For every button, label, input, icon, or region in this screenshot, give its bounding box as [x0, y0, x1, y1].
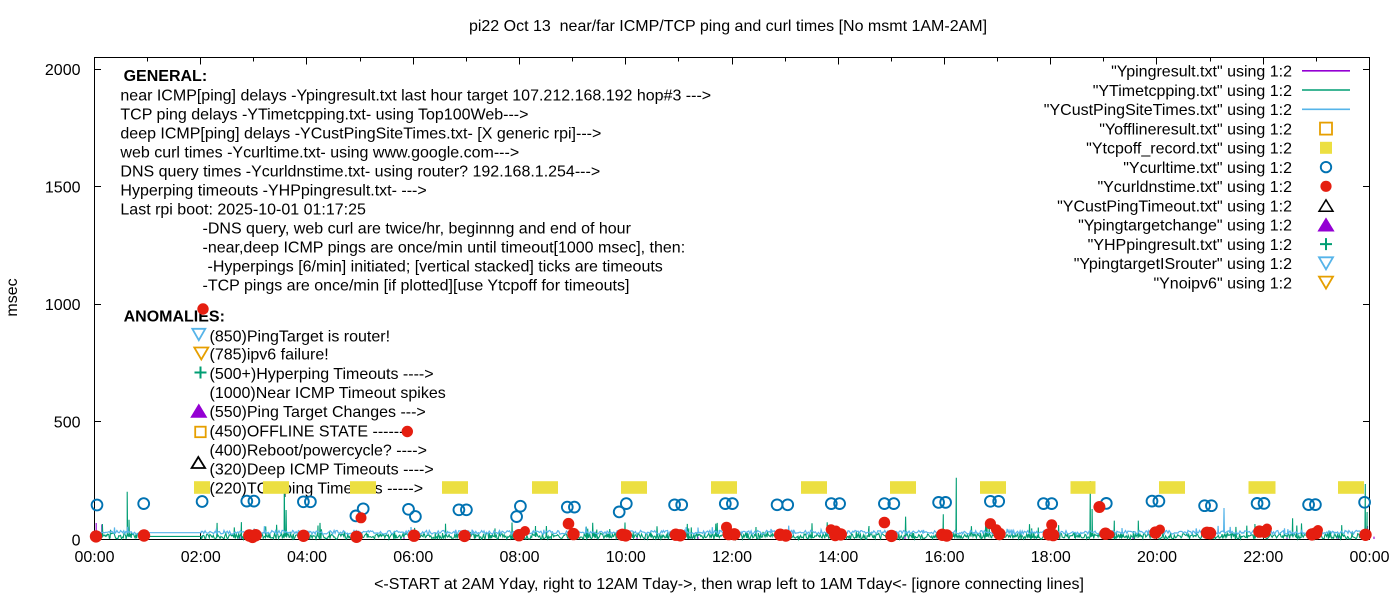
svg-text:(220)TCP ping Timeouts ----->: (220)TCP ping Timeouts -----> — [210, 481, 424, 498]
svg-text:(850)PingTarget is router!: (850)PingTarget is router! — [210, 328, 391, 345]
svg-text:-DNS query, web curl are twice: -DNS query, web curl are twice/hr, begin… — [203, 221, 632, 238]
svg-text:-TCP pings are once/min [if pl: -TCP pings are once/min [if plotted][use… — [203, 278, 630, 295]
svg-text:"Ypingtargetchange" using 1:2: "Ypingtargetchange" using 1:2 — [1078, 218, 1292, 235]
svg-text:Last rpi boot: 2025-10-01 01:1: Last rpi boot: 2025-10-01 01:17:25 — [120, 202, 366, 219]
svg-text:16:00: 16:00 — [924, 549, 964, 566]
svg-text:ANOMALIES:: ANOMALIES: — [124, 308, 225, 325]
svg-text:04:00: 04:00 — [287, 549, 327, 566]
svg-text:22:00: 22:00 — [1243, 549, 1283, 566]
svg-text:msec: msec — [4, 278, 21, 316]
svg-text:(320)Deep ICMP Timeouts ---->: (320)Deep ICMP Timeouts ----> — [210, 462, 434, 479]
svg-text:-near,deep ICMP pings are once: -near,deep ICMP pings are once/min until… — [203, 240, 686, 257]
svg-text:(1000)Near ICMP Timeout spikes: (1000)Near ICMP Timeout spikes — [210, 385, 446, 402]
svg-text:deep ICMP[ping] delays -YCustP: deep ICMP[ping] delays -YCustPingSiteTim… — [120, 126, 601, 143]
svg-text:14:00: 14:00 — [818, 549, 858, 566]
svg-text:"YHPpingresult.txt" using 1:2: "YHPpingresult.txt" using 1:2 — [1088, 237, 1292, 254]
svg-text:(450)OFFLINE STATE ------: (450)OFFLINE STATE ------ — [210, 423, 405, 440]
svg-text:"YTimetcpping.txt" using 1:2: "YTimetcpping.txt" using 1:2 — [1093, 83, 1292, 100]
svg-text:00:00: 00:00 — [1349, 549, 1389, 566]
svg-text:Hyperping timeouts -YHPpingres: Hyperping timeouts -YHPpingresult.txt- -… — [120, 183, 426, 200]
svg-text:"YpingtargetISrouter" using 1:: "YpingtargetISrouter" using 1:2 — [1074, 256, 1292, 273]
svg-text:"Ycurldnstime.txt" using 1:2: "Ycurldnstime.txt" using 1:2 — [1097, 179, 1292, 196]
svg-text:DNS query times -Ycurldnstime.: DNS query times -Ycurldnstime.txt- using… — [120, 164, 600, 181]
svg-text:06:00: 06:00 — [393, 549, 433, 566]
svg-text:TCP ping delays -YTimetcpping.: TCP ping delays -YTimetcpping.txt- using… — [120, 107, 528, 124]
svg-text:"Yofflineresult.txt" using 1:2: "Yofflineresult.txt" using 1:2 — [1099, 121, 1292, 138]
svg-text:(550)Ping Target Changes --->: (550)Ping Target Changes ---> — [210, 404, 426, 421]
svg-text:"Ycurltime.txt" using 1:2: "Ycurltime.txt" using 1:2 — [1123, 160, 1292, 177]
svg-text:1500: 1500 — [45, 180, 81, 197]
svg-text:00:00: 00:00 — [74, 549, 114, 566]
svg-text:near ICMP[ping] delays -Ypingr: near ICMP[ping] delays -Ypingresult.txt … — [120, 88, 711, 105]
svg-text:"Ytcpoff_record.txt" using 1:2: "Ytcpoff_record.txt" using 1:2 — [1086, 141, 1292, 158]
svg-text:(785)ipv6 failure!: (785)ipv6 failure! — [210, 347, 329, 364]
svg-text:"Ypingresult.txt" using 1:2: "Ypingresult.txt" using 1:2 — [1111, 64, 1292, 81]
svg-text:20:00: 20:00 — [1137, 549, 1177, 566]
svg-text:1000: 1000 — [45, 297, 81, 314]
svg-text:(400)Reboot/powercycle? ---->: (400)Reboot/powercycle? ----> — [210, 443, 427, 460]
svg-text:12:00: 12:00 — [712, 549, 752, 566]
svg-text:0: 0 — [72, 532, 81, 549]
svg-text:2000: 2000 — [45, 62, 81, 79]
svg-text:02:00: 02:00 — [181, 549, 221, 566]
svg-text:"YCustPingTimeout.txt" using 1: "YCustPingTimeout.txt" using 1:2 — [1057, 198, 1292, 215]
svg-text:<-START at 2AM Yday, right to: <-START at 2AM Yday, right to 12AM Tday-… — [374, 576, 1084, 593]
svg-text:(500+)Hyperping Timeouts ---->: (500+)Hyperping Timeouts ----> — [210, 366, 434, 383]
svg-text:GENERAL:: GENERAL: — [124, 68, 208, 85]
svg-text:web curl times -Ycurltime.txt-: web curl times -Ycurltime.txt- using www… — [119, 145, 519, 162]
svg-text:-Hyperpings [6/min] initiated;: -Hyperpings [6/min] initiated; [vertical… — [208, 259, 663, 276]
svg-text:18:00: 18:00 — [1031, 549, 1071, 566]
svg-text:"Ynoipv6" using 1:2: "Ynoipv6" using 1:2 — [1153, 275, 1292, 292]
svg-text:08:00: 08:00 — [499, 549, 539, 566]
svg-text:pi22 Oct 13 near/far ICMP/TCP: pi22 Oct 13 near/far ICMP/TCP ping and c… — [469, 18, 987, 35]
svg-text:10:00: 10:00 — [606, 549, 646, 566]
svg-text:500: 500 — [54, 415, 81, 432]
svg-text:"YCustPingSiteTimes.txt" using: "YCustPingSiteTimes.txt" using 1:2 — [1044, 102, 1292, 119]
